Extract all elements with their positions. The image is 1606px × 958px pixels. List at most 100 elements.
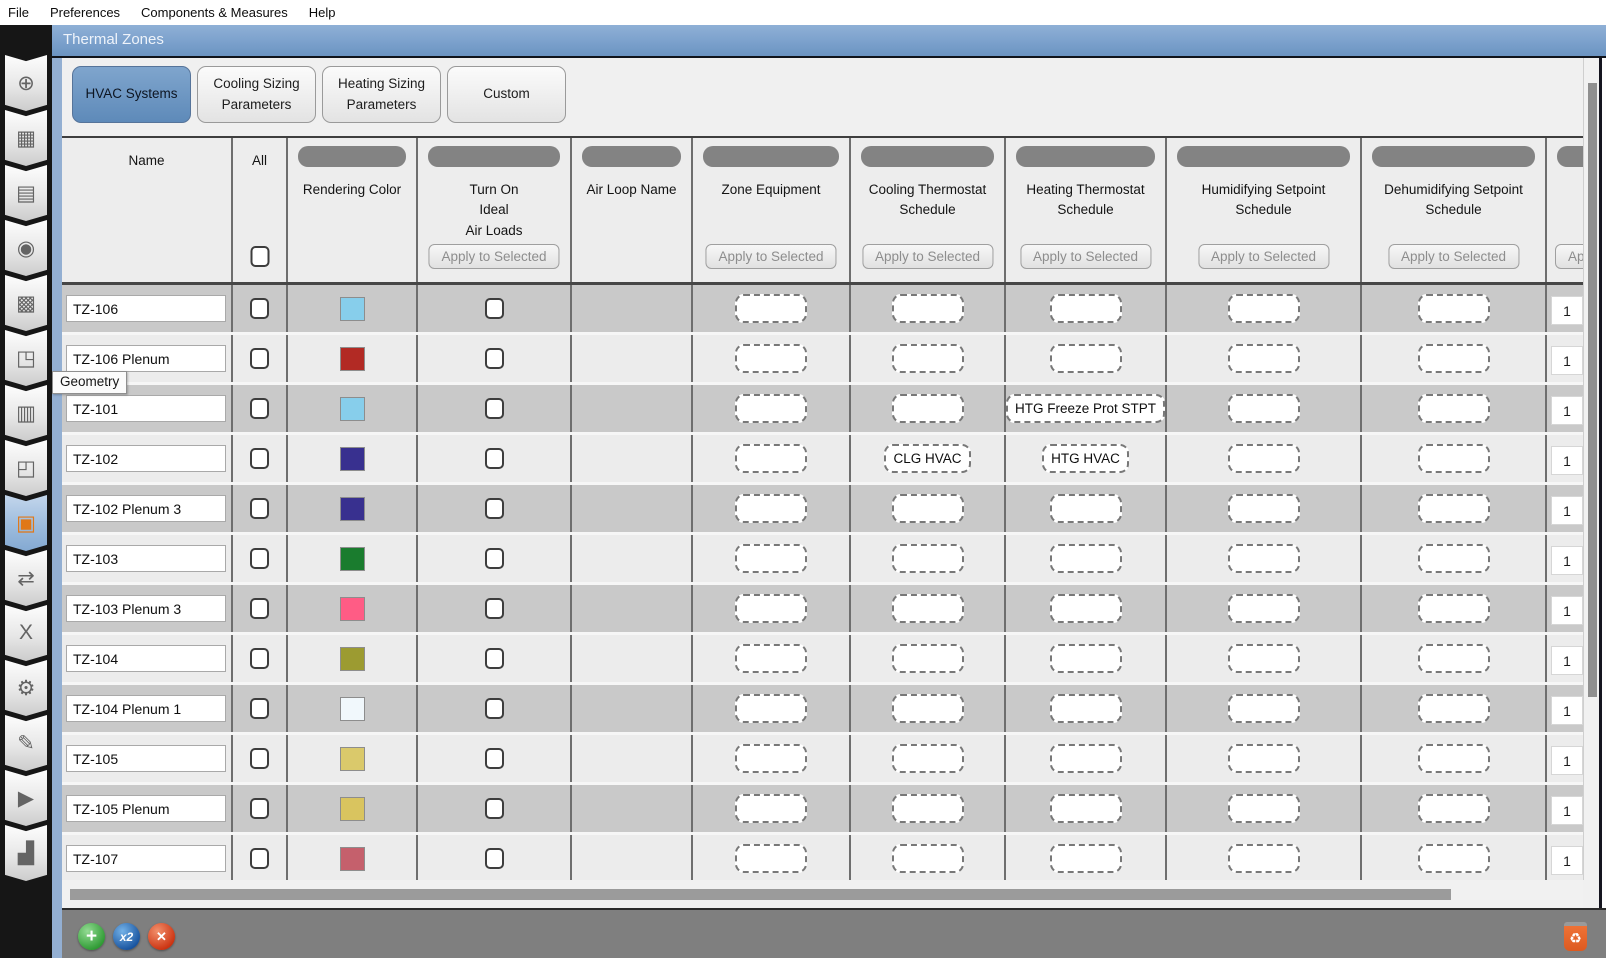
row-select-checkbox[interactable] [250, 798, 269, 819]
zone-name-input[interactable] [66, 745, 226, 772]
sidebar-tab-geometry[interactable]: ◳ [5, 330, 47, 386]
tab-cooling-sizing-parameters[interactable]: Cooling Sizing Parameters [197, 66, 316, 123]
sidebar-tab-loads[interactable]: ◉ [5, 220, 47, 276]
humidifying-setpoint-schedule-dropzone[interactable] [1227, 744, 1300, 773]
sidebar-tab-output-variables[interactable]: X [5, 605, 47, 661]
rendering-color-swatch[interactable] [339, 396, 365, 421]
ideal-air-loads-checkbox[interactable] [484, 698, 504, 719]
zone-equipment-dropzone[interactable] [735, 394, 807, 423]
dehumidifying-setpoint-schedule-dropzone[interactable] [1417, 844, 1490, 873]
ideal-air-loads-checkbox[interactable] [484, 648, 504, 669]
heating-thermostat-schedule-dropzone[interactable]: HTG Freeze Prot STPT [1006, 394, 1165, 423]
rendering-color-swatch[interactable] [339, 346, 365, 371]
zone-equipment-dropzone[interactable] [735, 694, 807, 723]
cooling-thermostat-schedule-dropzone[interactable] [891, 794, 964, 823]
multiplier-input[interactable]: 1 [1551, 346, 1583, 375]
cooling-thermostat-schedule-dropzone[interactable]: CLG HVAC [884, 444, 971, 473]
apply-to-selected-button[interactable]: Apply to Selected [1555, 244, 1583, 269]
zone-equipment-dropzone[interactable] [735, 344, 807, 373]
multiplier-input[interactable]: 1 [1551, 496, 1583, 525]
dehumidifying-setpoint-schedule-dropzone[interactable] [1417, 394, 1490, 423]
zone-name-input[interactable] [66, 695, 226, 722]
sidebar-tab-thermal-zones[interactable]: ▣ [5, 495, 47, 551]
cooling-thermostat-schedule-dropzone[interactable] [891, 494, 964, 523]
tab-custom[interactable]: Custom [447, 66, 566, 123]
zone-equipment-dropzone[interactable] [735, 594, 807, 623]
dehumidifying-setpoint-schedule-dropzone[interactable] [1417, 744, 1490, 773]
zone-equipment-dropzone[interactable] [735, 444, 807, 473]
multiplier-input[interactable]: 1 [1551, 596, 1583, 625]
rendering-color-swatch[interactable] [339, 646, 365, 671]
zone-name-input[interactable] [66, 345, 226, 372]
row-select-checkbox[interactable] [250, 848, 269, 869]
rendering-color-swatch[interactable] [339, 446, 365, 471]
cooling-thermostat-schedule-dropzone[interactable] [891, 694, 964, 723]
rendering-color-swatch[interactable] [339, 496, 365, 521]
rendering-color-swatch[interactable] [339, 796, 365, 821]
sidebar-tab-site[interactable]: ⊕ [5, 55, 47, 111]
humidifying-setpoint-schedule-dropzone[interactable] [1227, 444, 1300, 473]
ideal-air-loads-checkbox[interactable] [484, 448, 504, 469]
rendering-color-swatch[interactable] [339, 846, 365, 871]
humidifying-setpoint-schedule-dropzone[interactable] [1227, 394, 1300, 423]
dehumidifying-setpoint-schedule-dropzone[interactable] [1417, 494, 1490, 523]
dehumidifying-setpoint-schedule-dropzone[interactable] [1417, 294, 1490, 323]
ideal-air-loads-checkbox[interactable] [484, 548, 504, 569]
heating-thermostat-schedule-dropzone[interactable] [1049, 344, 1122, 373]
column-drag-pill[interactable] [1177, 146, 1350, 167]
cooling-thermostat-schedule-dropzone[interactable] [891, 544, 964, 573]
sidebar-tab-run-simulation[interactable]: ▶ [5, 770, 47, 826]
menu-preferences[interactable]: Preferences [49, 5, 121, 20]
zone-name-input[interactable] [66, 645, 226, 672]
heating-thermostat-schedule-dropzone[interactable]: HTG HVAC [1042, 444, 1129, 473]
horizontal-scrollbar-thumb[interactable] [70, 889, 1451, 900]
zone-equipment-dropzone[interactable] [735, 294, 807, 323]
apply-to-selected-button[interactable]: Apply to Selected [705, 244, 837, 269]
select-all-checkbox[interactable] [250, 246, 269, 267]
row-select-checkbox[interactable] [250, 548, 269, 569]
sidebar-tab-space-types[interactable]: ▩ [5, 275, 47, 331]
heating-thermostat-schedule-dropzone[interactable] [1049, 644, 1122, 673]
humidifying-setpoint-schedule-dropzone[interactable] [1227, 594, 1300, 623]
heating-thermostat-schedule-dropzone[interactable] [1049, 844, 1122, 873]
vertical-scrollbar[interactable] [1583, 58, 1599, 880]
heating-thermostat-schedule-dropzone[interactable] [1049, 494, 1122, 523]
row-select-checkbox[interactable] [250, 698, 269, 719]
humidifying-setpoint-schedule-dropzone[interactable] [1227, 344, 1300, 373]
humidifying-setpoint-schedule-dropzone[interactable] [1227, 294, 1300, 323]
multiplier-input[interactable]: 1 [1551, 646, 1583, 675]
humidifying-setpoint-schedule-dropzone[interactable] [1227, 644, 1300, 673]
ideal-air-loads-checkbox[interactable] [484, 598, 504, 619]
menu-help[interactable]: Help [308, 5, 336, 20]
multiplier-input[interactable]: 1 [1551, 846, 1583, 875]
tab-heating-sizing-parameters[interactable]: Heating Sizing Parameters [322, 66, 441, 123]
horizontal-scrollbar[interactable] [62, 880, 1583, 908]
humidifying-setpoint-schedule-dropzone[interactable] [1227, 544, 1300, 573]
sidebar-tab-spaces[interactable]: ◰ [5, 440, 47, 496]
rendering-color-swatch[interactable] [339, 596, 365, 621]
heating-thermostat-schedule-dropzone[interactable] [1049, 294, 1122, 323]
zone-name-input[interactable] [66, 495, 226, 522]
zone-equipment-dropzone[interactable] [735, 494, 807, 523]
column-drag-pill[interactable] [298, 146, 406, 167]
row-select-checkbox[interactable] [250, 348, 269, 369]
zone-name-input[interactable] [66, 395, 226, 422]
heating-thermostat-schedule-dropzone[interactable] [1049, 794, 1122, 823]
add-zone-button[interactable]: + [78, 923, 105, 950]
purge-trash-button[interactable]: ♻ [1564, 922, 1587, 951]
sidebar-tab-hvac-systems[interactable]: ⇄ [5, 550, 47, 606]
zone-name-input[interactable] [66, 295, 226, 322]
sidebar-tab-schedules[interactable]: ▦ [5, 110, 47, 166]
multiplier-input[interactable]: 1 [1551, 546, 1583, 575]
apply-to-selected-button[interactable]: Apply to Selected [1019, 244, 1152, 269]
multiplier-input[interactable]: 1 [1551, 696, 1583, 725]
rendering-color-swatch[interactable] [339, 746, 365, 771]
row-select-checkbox[interactable] [250, 398, 269, 419]
column-drag-pill[interactable] [1557, 146, 1583, 167]
zone-equipment-dropzone[interactable] [735, 644, 807, 673]
heating-thermostat-schedule-dropzone[interactable] [1049, 544, 1122, 573]
ideal-air-loads-checkbox[interactable] [484, 848, 504, 869]
cooling-thermostat-schedule-dropzone[interactable] [891, 644, 964, 673]
sidebar-tab-constructions[interactable]: ▤ [5, 165, 47, 221]
humidifying-setpoint-schedule-dropzone[interactable] [1227, 844, 1300, 873]
